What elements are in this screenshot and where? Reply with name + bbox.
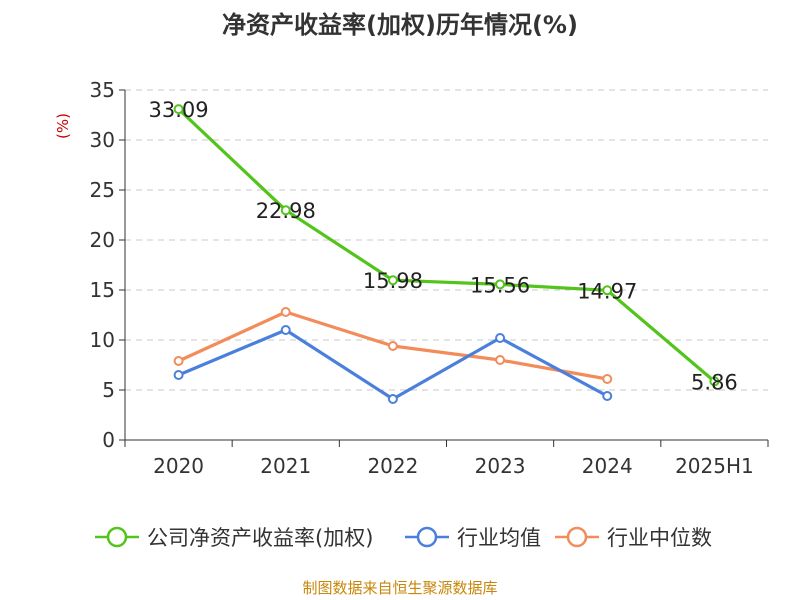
y-tick-label: 35 xyxy=(90,78,115,102)
data-point xyxy=(495,355,506,365)
data-point xyxy=(173,104,184,115)
data-label: 15.56 xyxy=(470,273,530,297)
legend-item[interactable]: 公司净资产收益率(加权) xyxy=(95,526,373,550)
data-point xyxy=(173,370,184,380)
data-point xyxy=(602,391,613,401)
x-tick-label: 2021 xyxy=(260,454,311,478)
data-point xyxy=(280,205,291,216)
data-point xyxy=(387,275,398,286)
data-point xyxy=(709,376,720,387)
gridlines xyxy=(125,89,768,391)
x-tick-label: 2025H1 xyxy=(675,454,754,478)
series-line xyxy=(177,107,716,383)
legend-item[interactable]: 行业均值 xyxy=(405,526,541,550)
legend-item[interactable]: 行业中位数 xyxy=(555,526,712,550)
y-tick-label: 15 xyxy=(90,278,115,302)
data-point xyxy=(602,374,613,384)
y-axis-label: (%) xyxy=(54,113,72,139)
source-note: 制图数据来自恒生聚源数据库 xyxy=(302,579,497,597)
legend: 公司净资产收益率(加权) 行业均值 行业中位数 xyxy=(95,526,712,550)
data-point xyxy=(495,333,506,343)
x-tick-label: 2024 xyxy=(582,454,633,478)
legend-label: 行业均值 xyxy=(457,526,541,550)
data-point xyxy=(280,325,291,335)
y-tick-label: 20 xyxy=(90,228,115,252)
data-point xyxy=(387,394,398,404)
data-point xyxy=(173,356,184,366)
y-tick-label: 25 xyxy=(90,178,115,202)
data-label: 14.97 xyxy=(577,279,637,303)
x-tick-label: 2023 xyxy=(475,454,526,478)
legend-label: 行业中位数 xyxy=(607,526,712,550)
legend-marker xyxy=(106,526,128,548)
axes: 0 5 10 15 20 25 30 35 2020 2021 2022 2023 2024 2025H1 xyxy=(90,78,769,478)
data-point xyxy=(387,341,398,351)
legend-marker xyxy=(566,526,588,548)
series-lines xyxy=(173,104,720,404)
y-tick-label: 30 xyxy=(90,128,115,152)
data-point xyxy=(495,279,506,290)
data-point xyxy=(280,307,291,317)
data-label: 15.98 xyxy=(363,269,423,293)
data-labels: 33.09 22.98 15.98 15.56 14.97 5.86 xyxy=(149,98,738,394)
data-point xyxy=(602,285,613,296)
legend-marker xyxy=(416,526,438,548)
legend-label: 公司净资产收益率(加权) xyxy=(147,526,373,550)
data-label: 33.09 xyxy=(149,98,209,122)
chart-title: 净资产收益率(加权)历年情况(%) xyxy=(222,11,578,39)
x-tick-label: 2022 xyxy=(367,454,418,478)
y-tick-label: 10 xyxy=(90,328,115,352)
data-label: 22.98 xyxy=(256,199,316,223)
data-label: 5.86 xyxy=(691,370,738,394)
x-tick-label: 2020 xyxy=(153,454,204,478)
y-tick-label: 5 xyxy=(102,378,115,402)
y-tick-label: 0 xyxy=(102,428,115,452)
